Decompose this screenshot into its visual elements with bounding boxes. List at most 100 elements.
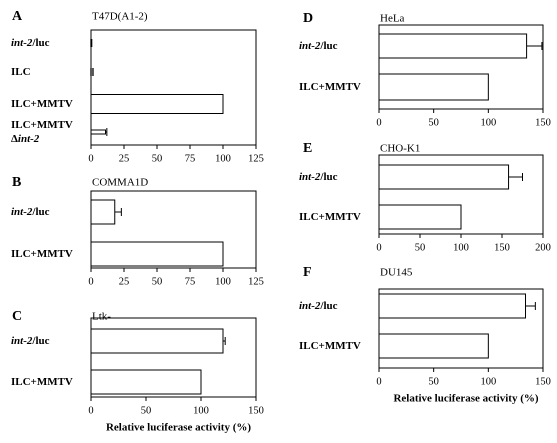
panel-letter: F: [303, 265, 312, 280]
x-tick-label: 0: [88, 276, 93, 287]
panel-title: Ltk-: [92, 311, 111, 323]
x-tick-label: 150: [494, 242, 510, 253]
panel-e: E CHO-K1 int-2/luc ILC+MMTV 0 50 100 150 200: [299, 141, 551, 253]
plot-frame: [378, 288, 544, 369]
bar: [378, 204, 462, 230]
bar: [378, 73, 489, 101]
category-label-part: /luc: [319, 171, 337, 183]
category-label-part: int-2: [18, 133, 40, 145]
panel-letter: D: [303, 11, 313, 26]
category-label-part: ILC+MMTV: [299, 81, 361, 93]
panel-title: T47D(A1-2): [92, 11, 148, 23]
bar: [378, 293, 527, 319]
panel-letter: A: [12, 9, 23, 24]
x-tick-label: 50: [152, 153, 163, 164]
panel-title: COMMA1D: [92, 177, 148, 189]
x-tick-label: 0: [88, 405, 93, 416]
x-tick-label: 50: [428, 117, 439, 128]
x-tick-label: 0: [376, 117, 381, 128]
category-label: ILC+MMTV: [299, 211, 361, 223]
category-label: ILC+MMTV: [11, 119, 73, 131]
plot-frame: [90, 317, 257, 398]
x-tick-label: 200: [535, 242, 551, 253]
x-tick-label: 50: [152, 276, 163, 287]
category-label-part: ILC+MMTV: [299, 340, 361, 352]
x-tick-label: 150: [535, 376, 551, 387]
x-tick-label: 150: [535, 117, 551, 128]
x-tick-label: 50: [141, 405, 152, 416]
category-label-part: ILC+MMTV: [11, 376, 73, 388]
category-label: ILC: [11, 66, 31, 78]
category-label: int-2/luc: [11, 335, 50, 347]
bar: [90, 328, 224, 354]
x-tick-label: 100: [193, 405, 209, 416]
x-tick-label: 100: [215, 276, 231, 287]
x-tick-label: 125: [248, 153, 264, 164]
category-label-part: /luc: [31, 206, 49, 218]
category-label-part: ILC+MMTV: [299, 211, 361, 223]
category-label-part: /luc: [31, 37, 49, 49]
category-label-part: int-2: [11, 37, 33, 49]
x-tick-label: 50: [415, 242, 426, 253]
category-label-part: Δ: [11, 133, 18, 145]
panel-letter: B: [12, 175, 21, 190]
category-label-part: int-2: [299, 40, 321, 52]
x-tick-label: 75: [185, 153, 196, 164]
panel-d: D HeLa int-2/luc ILC+MMTV 0 50 100 150: [299, 11, 551, 128]
x-axis-label: Relative luciferase activity (%): [393, 393, 538, 405]
panel-letter: E: [303, 141, 312, 156]
category-label-part: /luc: [319, 40, 337, 52]
category-label-part: int-2: [11, 335, 33, 347]
panel-title: DU145: [380, 267, 413, 279]
category-label-part: int-2: [299, 300, 321, 312]
category-label-part: /luc: [319, 300, 337, 312]
category-label: int-2/luc: [299, 171, 338, 183]
category-label: int-2/luc: [11, 206, 50, 218]
category-label-part: ILC+MMTV: [11, 98, 73, 110]
panel-c: C Ltk-int-2/luc ILC+MMTV 0 50 100 150 Relative …: [11, 309, 264, 433]
category-label-line2: Δint-2: [11, 133, 40, 145]
bar: [90, 369, 202, 395]
category-label: int-2/luc: [299, 40, 338, 52]
x-tick-label: 0: [88, 153, 93, 164]
x-tick-label: 100: [480, 117, 496, 128]
panel-letter: C: [12, 309, 22, 324]
x-tick-label: 150: [248, 405, 264, 416]
x-tick-label: 25: [119, 276, 130, 287]
panel-title: HeLa: [380, 13, 405, 25]
plot-frame: [90, 190, 257, 269]
x-tick-label: 100: [215, 153, 231, 164]
panel-a: A T47D(A1-2) int-2/luc ILC ILC+MMTV ILC+MMTV Δ…: [11, 9, 264, 164]
x-tick-label: 125: [248, 276, 264, 287]
bar: [90, 129, 107, 135]
panel-title: CHO-K1: [380, 143, 420, 155]
bar: [378, 33, 528, 59]
category-label-part: /luc: [31, 335, 49, 347]
x-tick-label: 100: [453, 242, 469, 253]
category-label-part: ILC+MMTV: [11, 248, 73, 260]
bar: [90, 241, 224, 267]
category-label-part: int-2: [299, 171, 321, 183]
plot-frame: [90, 29, 257, 146]
x-tick-label: 0: [376, 242, 381, 253]
x-tick-label: 25: [119, 153, 130, 164]
x-axis-label: Relative luciferase activity (%): [106, 422, 251, 434]
category-label-part: ILC+MMTV: [11, 119, 73, 131]
category-label: ILC+MMTV: [299, 340, 361, 352]
x-tick-label: 75: [185, 276, 196, 287]
category-label-part: ILC: [11, 66, 31, 78]
category-label: ILC+MMTV: [299, 81, 361, 93]
panel-b: B COMMA1D int-2/luc ILC+MMTV 0 25 50 75 100 125: [11, 175, 264, 287]
plot-frame: [378, 24, 544, 110]
x-tick-label: 50: [428, 376, 439, 387]
category-label: ILC+MMTV: [11, 376, 73, 388]
bar: [378, 164, 510, 190]
bar: [90, 94, 224, 114]
x-tick-label: 0: [376, 376, 381, 387]
bar: [378, 333, 489, 359]
bar: [90, 199, 116, 225]
category-label: int-2/luc: [11, 37, 50, 49]
x-tick-label: 100: [480, 376, 496, 387]
category-label: ILC+MMTV: [11, 98, 73, 110]
